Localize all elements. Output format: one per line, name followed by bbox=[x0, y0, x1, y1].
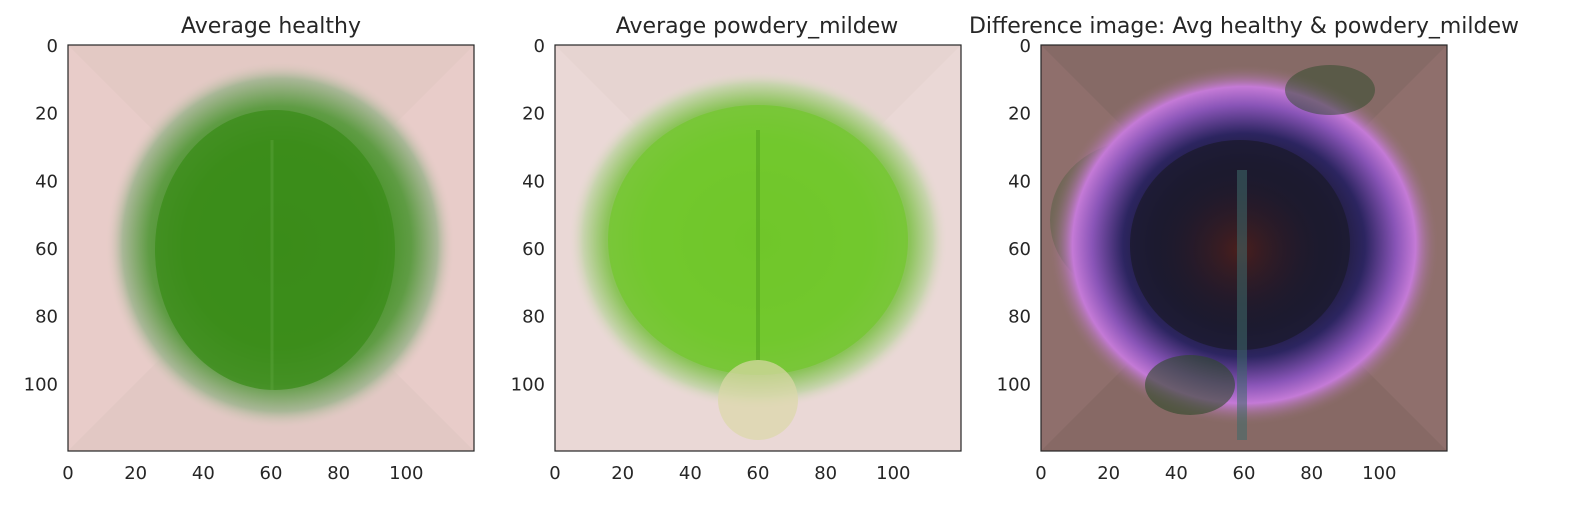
y-tick-label: 80 bbox=[35, 307, 58, 328]
x-tick-label: 0 bbox=[62, 463, 73, 484]
x-tick-label: 80 bbox=[814, 463, 837, 484]
x-tick-label: 20 bbox=[1097, 463, 1120, 484]
panel-average-healthy: Average healthy 0 20 40 60 80 100 0 20 40 60 80 10… bbox=[24, 14, 475, 484]
x-tick-label: 20 bbox=[611, 463, 634, 484]
x-ticks: 0 20 40 60 80 100 bbox=[62, 463, 423, 484]
y-tick-label: 60 bbox=[35, 239, 58, 260]
x-tick-label: 60 bbox=[747, 463, 770, 484]
x-tick-label: 80 bbox=[1300, 463, 1323, 484]
y-tick-label: 20 bbox=[1008, 104, 1031, 125]
x-tick-label: 40 bbox=[192, 463, 215, 484]
x-tick-label: 80 bbox=[327, 463, 350, 484]
y-tick-label: 80 bbox=[522, 307, 545, 328]
x-tick-label: 60 bbox=[1233, 463, 1256, 484]
x-tick-label: 0 bbox=[549, 463, 560, 484]
y-tick-label: 40 bbox=[522, 171, 545, 192]
x-tick-label: 0 bbox=[1035, 463, 1046, 484]
y-tick-label: 60 bbox=[522, 239, 545, 260]
x-tick-label: 20 bbox=[124, 463, 147, 484]
plot-frame bbox=[554, 44, 962, 452]
y-tick-label: 100 bbox=[997, 374, 1031, 395]
y-tick-label: 40 bbox=[1008, 171, 1031, 192]
y-tick-label: 100 bbox=[511, 374, 545, 395]
x-tick-label: 100 bbox=[876, 463, 910, 484]
y-tick-label: 20 bbox=[35, 104, 58, 125]
panel-title: Difference image: Avg healthy & powdery_… bbox=[969, 14, 1519, 39]
plot-frame bbox=[1040, 44, 1448, 452]
panel-difference-image: Difference image: Avg healthy & powdery_… bbox=[969, 14, 1519, 484]
x-ticks: 0 20 40 60 80 100 bbox=[549, 463, 910, 484]
panel-title: Average powdery_mildew bbox=[616, 14, 898, 39]
y-ticks: 0 20 40 60 80 100 bbox=[24, 36, 58, 395]
x-tick-label: 100 bbox=[1362, 463, 1396, 484]
y-tick-label: 100 bbox=[24, 374, 58, 395]
y-tick-label: 40 bbox=[35, 171, 58, 192]
x-ticks: 0 20 40 60 80 100 bbox=[1035, 463, 1396, 484]
panel-title: Average healthy bbox=[181, 14, 361, 39]
image-average-healthy bbox=[68, 45, 474, 451]
x-tick-label: 100 bbox=[389, 463, 423, 484]
y-tick-label: 80 bbox=[1008, 307, 1031, 328]
y-tick-label: 20 bbox=[522, 104, 545, 125]
image-difference bbox=[1041, 45, 1447, 451]
image-average-powdery-mildew bbox=[555, 45, 961, 451]
x-tick-label: 40 bbox=[679, 463, 702, 484]
y-tick-label: 0 bbox=[47, 36, 58, 57]
x-tick-label: 40 bbox=[1165, 463, 1188, 484]
x-tick-label: 60 bbox=[260, 463, 283, 484]
y-ticks: 0 20 40 60 80 100 bbox=[997, 36, 1031, 395]
y-tick-label: 0 bbox=[534, 36, 545, 57]
panel-average-powdery-mildew: Average powdery_mildew 0 20 40 60 80 100 0 20 4… bbox=[511, 14, 962, 484]
plot-frame bbox=[67, 44, 475, 452]
y-tick-label: 60 bbox=[1008, 239, 1031, 260]
y-tick-label: 0 bbox=[1020, 36, 1031, 57]
y-ticks: 0 20 40 60 80 100 bbox=[511, 36, 545, 395]
